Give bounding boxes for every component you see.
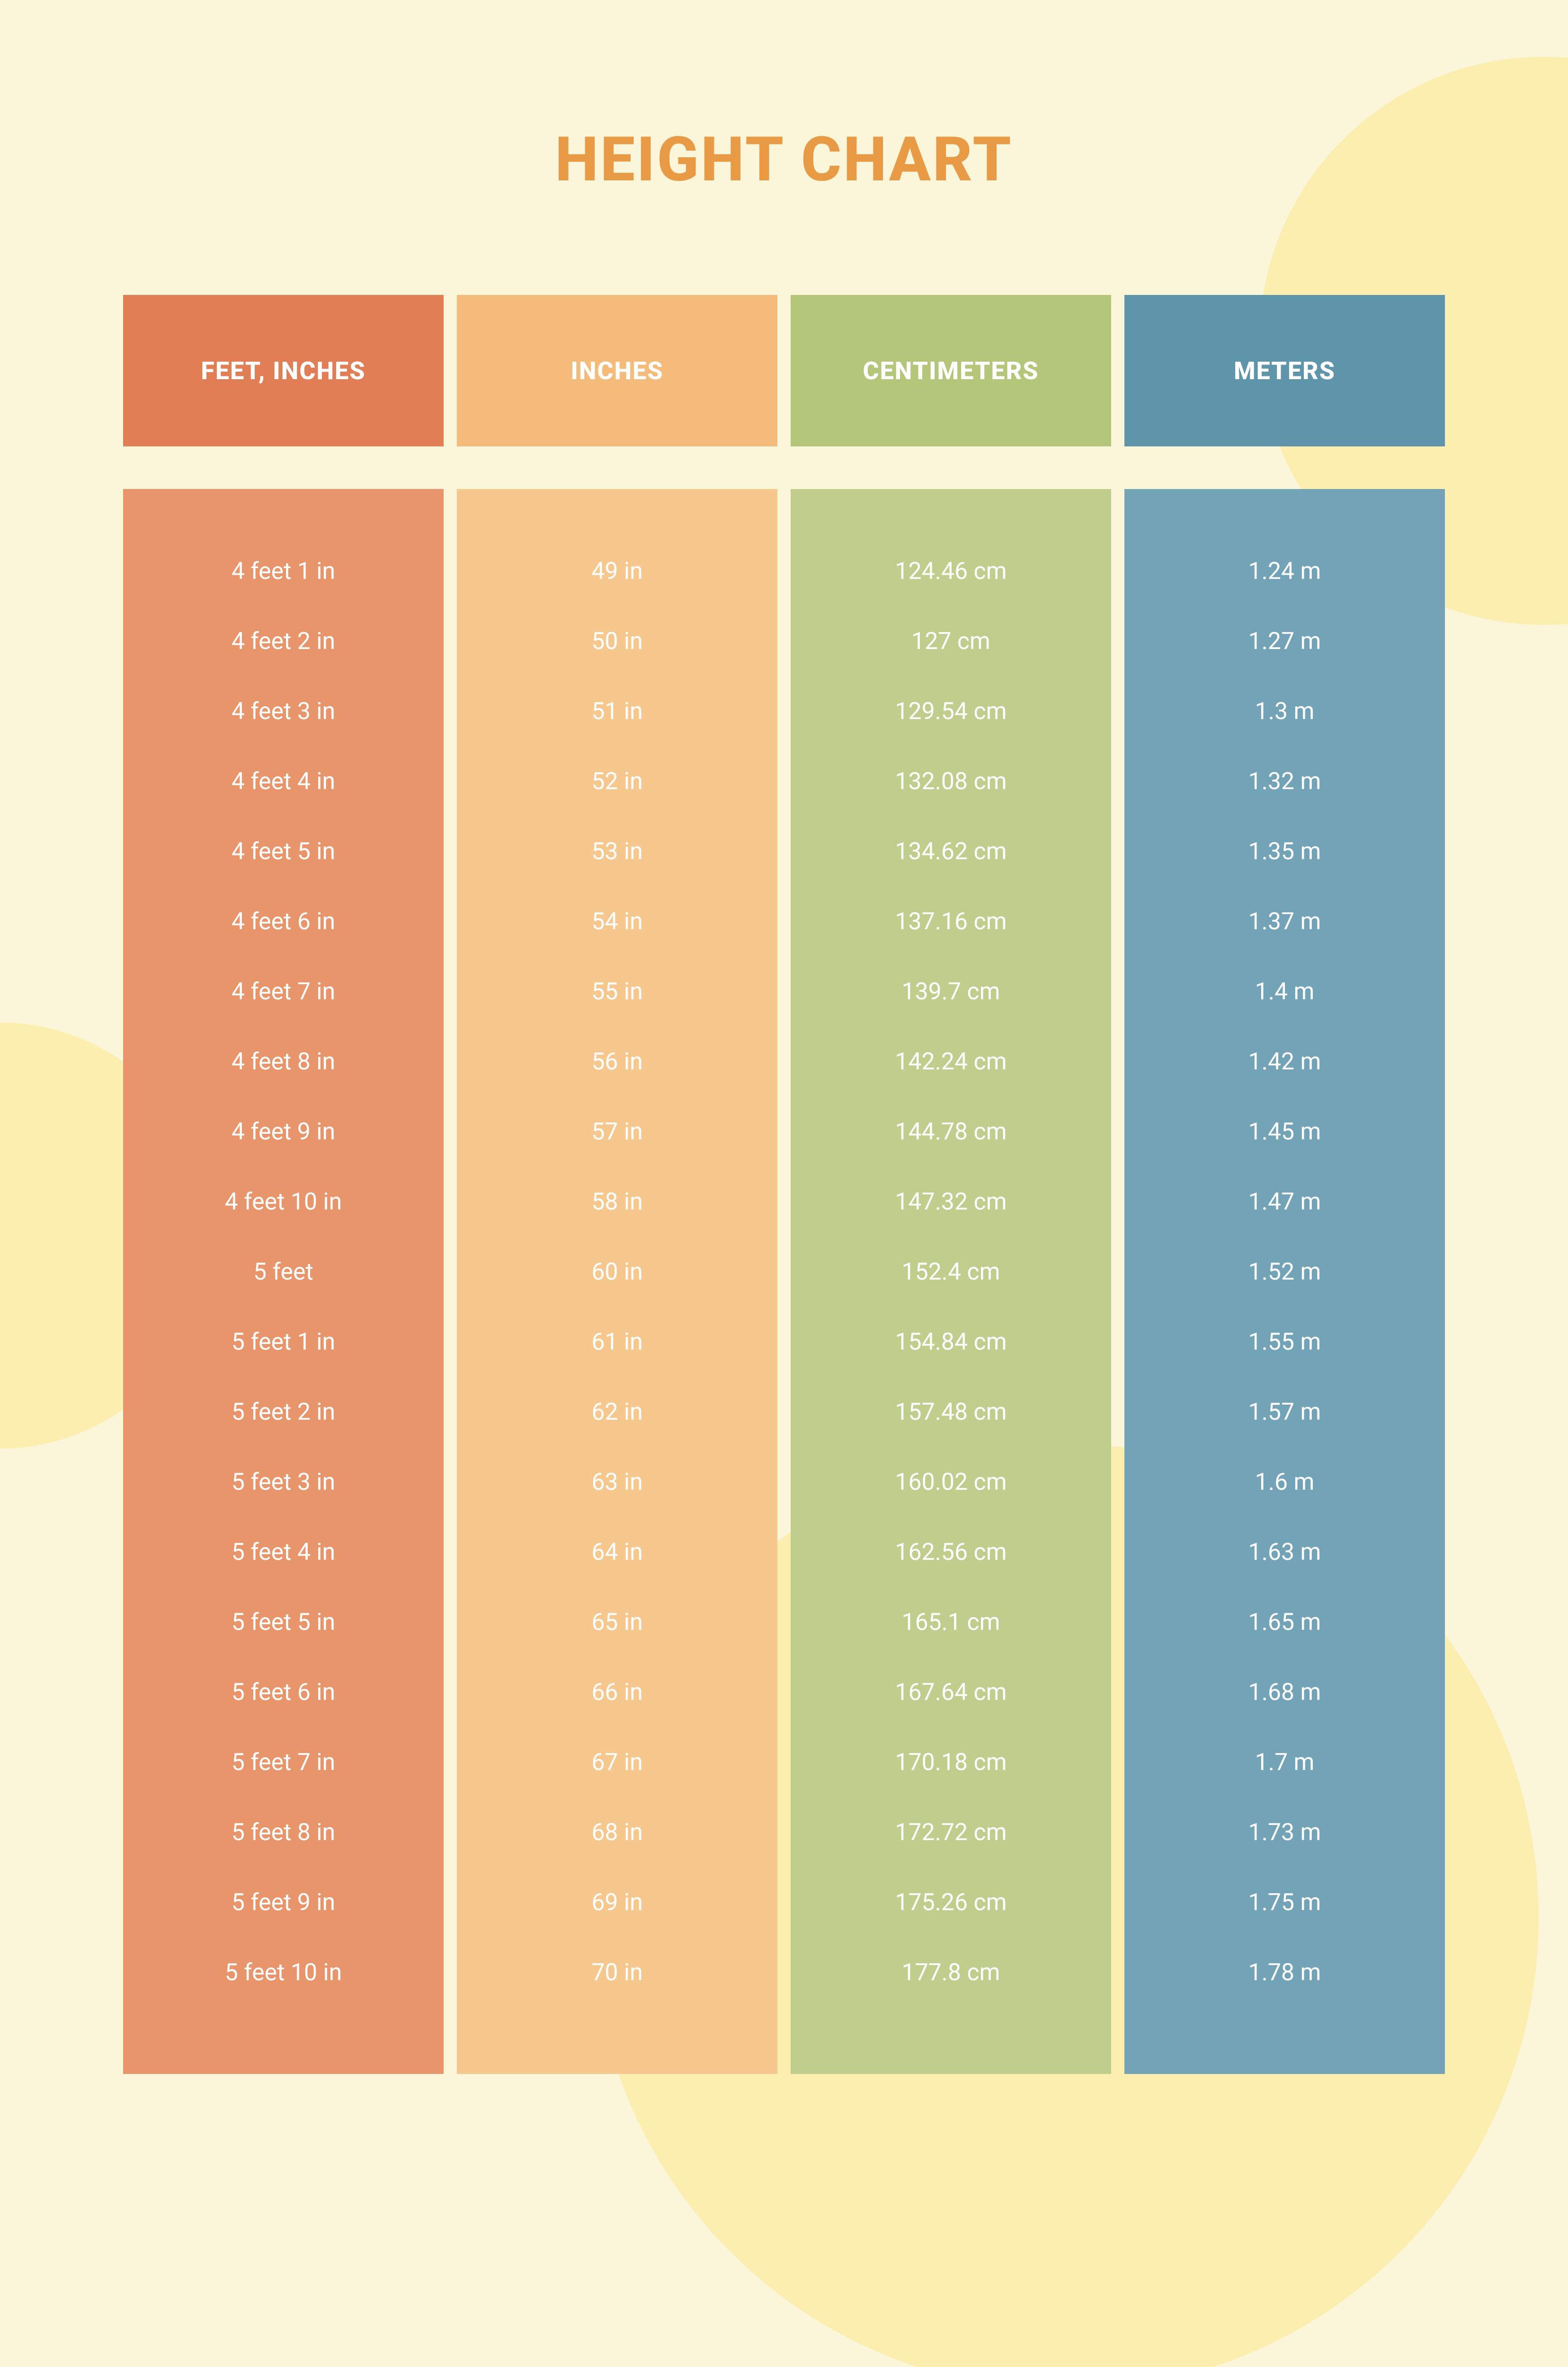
column-meters: METERS 1.24 m1.27 m1.3 m1.32 m1.35 m1.37 …: [1124, 295, 1445, 2074]
table-cell: 5 feet 5 in: [123, 1587, 444, 1657]
table-cell: 5 feet 10 in: [123, 1938, 444, 2008]
table-cell: 1.55 m: [1124, 1307, 1445, 1377]
table-cell: 70 in: [457, 1938, 777, 2008]
column-header-inches: INCHES: [457, 295, 777, 446]
table-cell: 54 in: [457, 887, 777, 957]
table-cell: 5 feet 9 in: [123, 1868, 444, 1938]
table-cell: 1.6 m: [1124, 1447, 1445, 1517]
table-cell: 1.52 m: [1124, 1237, 1445, 1307]
table-cell: 63 in: [457, 1447, 777, 1517]
table-cell: 4 feet 4 in: [123, 747, 444, 817]
table-cell: 1.57 m: [1124, 1377, 1445, 1447]
table-cell: 53 in: [457, 817, 777, 887]
table-cell: 132.08 cm: [791, 747, 1111, 817]
table-cell: 4 feet 10 in: [123, 1167, 444, 1237]
column-body-centimeters: 124.46 cm127 cm129.54 cm132.08 cm134.62 …: [791, 489, 1111, 2074]
content-area: HEIGHT CHART FEET, INCHES4 feet 1 in4 fe…: [0, 0, 1568, 2074]
table-cell: 1.73 m: [1124, 1797, 1445, 1868]
table-cell: 5 feet 7 in: [123, 1727, 444, 1797]
table-cell: 1.63 m: [1124, 1517, 1445, 1587]
table-cell: 137.16 cm: [791, 887, 1111, 957]
table-cell: 56 in: [457, 1027, 777, 1097]
table-cell: 1.35 m: [1124, 817, 1445, 887]
table-cell: 1.42 m: [1124, 1027, 1445, 1097]
table-cell: 51 in: [457, 676, 777, 747]
table-cell: 55 in: [457, 957, 777, 1027]
column-body-inches: 49 in50 in51 in52 in53 in54 in55 in56 in…: [457, 489, 777, 2074]
table-cell: 50 in: [457, 606, 777, 676]
table-cell: 172.72 cm: [791, 1797, 1111, 1868]
table-cell: 5 feet 3 in: [123, 1447, 444, 1517]
table-cell: 1.75 m: [1124, 1868, 1445, 1938]
column-centimeters: CENTIMETERS 124.46 cm127 cm129.54 cm132.0…: [791, 295, 1111, 2074]
table-cell: 1.4 m: [1124, 957, 1445, 1027]
table-cell: 157.48 cm: [791, 1377, 1111, 1447]
table-cell: 4 feet 3 in: [123, 676, 444, 747]
table-cell: 1.37 m: [1124, 887, 1445, 957]
table-cell: 177.8 cm: [791, 1938, 1111, 2008]
table-cell: 57 in: [457, 1097, 777, 1167]
table-cell: 4 feet 8 in: [123, 1027, 444, 1097]
table-cell: 69 in: [457, 1868, 777, 1938]
column-header-feet_inches: FEET, INCHES: [123, 295, 444, 446]
table-cell: 64 in: [457, 1517, 777, 1587]
page-title: HEIGHT CHART: [123, 123, 1445, 196]
table-cell: 134.62 cm: [791, 817, 1111, 887]
table-cell: 4 feet 9 in: [123, 1097, 444, 1167]
table-cell: 124.46 cm: [791, 536, 1111, 606]
column-body-feet_inches: 4 feet 1 in4 feet 2 in4 feet 3 in4 feet …: [123, 489, 444, 2074]
table-cell: 167.64 cm: [791, 1657, 1111, 1727]
table-cell: 66 in: [457, 1657, 777, 1727]
column-body-meters: 1.24 m1.27 m1.3 m1.32 m1.35 m1.37 m1.4 m…: [1124, 489, 1445, 2074]
table-cell: 5 feet: [123, 1237, 444, 1307]
table-cell: 5 feet 4 in: [123, 1517, 444, 1587]
table-cell: 5 feet 6 in: [123, 1657, 444, 1727]
table-cell: 1.65 m: [1124, 1587, 1445, 1657]
table-cell: 68 in: [457, 1797, 777, 1868]
table-cell: 61 in: [457, 1307, 777, 1377]
table-cell: 1.68 m: [1124, 1657, 1445, 1727]
table-cell: 1.3 m: [1124, 676, 1445, 747]
table-cell: 129.54 cm: [791, 676, 1111, 747]
table-cell: 67 in: [457, 1727, 777, 1797]
table-cell: 1.45 m: [1124, 1097, 1445, 1167]
table-cell: 5 feet 2 in: [123, 1377, 444, 1447]
table-cell: 152.4 cm: [791, 1237, 1111, 1307]
table-cell: 139.7 cm: [791, 957, 1111, 1027]
table-cell: 154.84 cm: [791, 1307, 1111, 1377]
column-header-centimeters: CENTIMETERS: [791, 295, 1111, 446]
table-cell: 4 feet 2 in: [123, 606, 444, 676]
column-inches: INCHES 49 in50 in51 in52 in53 in54 in55 i…: [457, 295, 777, 2074]
table-cell: 62 in: [457, 1377, 777, 1447]
table-cell: 127 cm: [791, 606, 1111, 676]
table-cell: 175.26 cm: [791, 1868, 1111, 1938]
height-table: FEET, INCHES4 feet 1 in4 feet 2 in4 feet…: [123, 295, 1445, 2074]
table-cell: 162.56 cm: [791, 1517, 1111, 1587]
table-cell: 1.47 m: [1124, 1167, 1445, 1237]
table-cell: 1.7 m: [1124, 1727, 1445, 1797]
table-cell: 52 in: [457, 747, 777, 817]
table-cell: 4 feet 7 in: [123, 957, 444, 1027]
table-cell: 4 feet 6 in: [123, 887, 444, 957]
table-cell: 1.27 m: [1124, 606, 1445, 676]
table-cell: 1.32 m: [1124, 747, 1445, 817]
table-cell: 1.24 m: [1124, 536, 1445, 606]
table-cell: 65 in: [457, 1587, 777, 1657]
table-cell: 170.18 cm: [791, 1727, 1111, 1797]
table-cell: 5 feet 8 in: [123, 1797, 444, 1868]
table-cell: 144.78 cm: [791, 1097, 1111, 1167]
table-cell: 142.24 cm: [791, 1027, 1111, 1097]
table-cell: 5 feet 1 in: [123, 1307, 444, 1377]
column-feet_inches: FEET, INCHES4 feet 1 in4 feet 2 in4 feet…: [123, 295, 444, 2074]
table-cell: 58 in: [457, 1167, 777, 1237]
table-cell: 60 in: [457, 1237, 777, 1307]
table-cell: 1.78 m: [1124, 1938, 1445, 2008]
column-header-meters: METERS: [1124, 295, 1445, 446]
table-cell: 147.32 cm: [791, 1167, 1111, 1237]
table-cell: 49 in: [457, 536, 777, 606]
table-cell: 4 feet 1 in: [123, 536, 444, 606]
table-cell: 160.02 cm: [791, 1447, 1111, 1517]
table-cell: 165.1 cm: [791, 1587, 1111, 1657]
table-cell: 4 feet 5 in: [123, 817, 444, 887]
